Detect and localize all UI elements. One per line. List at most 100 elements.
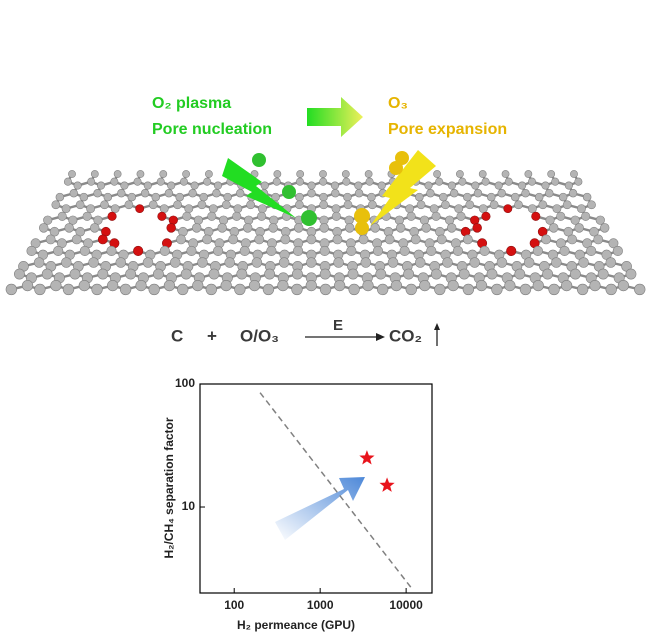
carbon-atom — [177, 283, 189, 296]
carbon-atom — [186, 245, 197, 257]
carbon-atom — [589, 226, 599, 237]
carbon-atom — [370, 223, 380, 233]
carbon-atom — [280, 234, 291, 245]
carbon-atom — [319, 245, 330, 257]
carbon-atom — [82, 211, 92, 221]
carbon-atom — [331, 211, 341, 221]
carbon-atom — [426, 189, 435, 198]
carbon-atom — [447, 279, 459, 292]
carbon-atom — [419, 279, 431, 292]
carbon-atom — [319, 192, 328, 202]
carbon-atom — [521, 189, 530, 198]
carbon-atom — [617, 279, 629, 292]
carbon-atom — [79, 245, 90, 257]
carbon-atom — [595, 215, 605, 225]
carbon-atom — [88, 257, 99, 268]
carbon-atom — [343, 200, 353, 210]
carbon-atom — [212, 189, 221, 198]
carbon-atom — [481, 177, 490, 186]
carbon-atom — [433, 170, 441, 178]
carbon-atom — [489, 200, 499, 210]
carbon-atom — [384, 234, 395, 245]
carbon-atom — [33, 257, 45, 268]
carbon-atom — [319, 268, 331, 280]
carbon-atom — [251, 257, 263, 268]
carbon-atom — [175, 192, 184, 202]
y-axis-label: H₂/CH₄ separation factor — [162, 417, 176, 558]
carbon-atom — [558, 192, 568, 202]
carbon-atom — [538, 200, 548, 210]
carbon-atom — [514, 268, 526, 280]
carbon-atom — [415, 192, 424, 202]
carbon-atom — [182, 170, 190, 178]
carbon-atom — [133, 177, 142, 186]
carbon-atom — [319, 283, 332, 296]
edge-atom — [506, 245, 517, 257]
carbon-atom — [53, 245, 64, 257]
carbon-atom — [518, 181, 527, 190]
carbon-atom — [268, 223, 278, 233]
carbon-atom — [569, 268, 581, 280]
carbon-atom — [375, 268, 387, 280]
reactant: O/O₃ — [240, 326, 279, 345]
carbon-atom — [368, 200, 377, 210]
carbon-atom — [21, 279, 34, 292]
carbon-atom — [294, 200, 304, 210]
carbon-atom — [342, 177, 351, 186]
carbon-atom — [307, 189, 316, 198]
carbon-atom — [501, 170, 510, 178]
carbon-atom — [414, 257, 426, 268]
trend-arrow — [275, 477, 365, 540]
carbon-atom — [26, 245, 37, 257]
carbon-atom — [577, 204, 586, 214]
carbon-atom — [163, 279, 176, 292]
x-tick-label: 100 — [224, 598, 244, 612]
edge-atom — [135, 204, 145, 214]
carbon-atom — [570, 170, 578, 178]
carbon-atom — [394, 215, 404, 225]
carbon-atom — [519, 283, 532, 296]
carbon-atom — [192, 279, 204, 292]
carbon-atom — [458, 268, 470, 280]
carbon-atom — [348, 283, 360, 296]
carbon-atom — [61, 204, 71, 214]
carbon-atom — [193, 215, 204, 225]
carbon-atom — [510, 192, 520, 202]
carbon-atom — [75, 200, 85, 210]
carbon-atom — [14, 268, 25, 280]
carbon-atom — [236, 189, 245, 198]
carbon-atom — [532, 279, 544, 292]
carbon-atom — [593, 234, 604, 245]
carbon-atom — [127, 192, 137, 202]
carbon-atom — [254, 234, 265, 245]
carbon-atom — [125, 268, 137, 280]
carbon-atom — [330, 181, 340, 190]
carbon-atom — [390, 279, 403, 292]
carbon-atom — [421, 223, 431, 233]
carbon-atom — [119, 283, 132, 296]
carbon-atom — [295, 192, 304, 202]
carbon-atom — [435, 177, 444, 186]
carbon-atom — [497, 189, 506, 198]
carbon-atom — [372, 245, 384, 257]
carbon-atom — [78, 279, 90, 292]
carbon-atom — [462, 234, 473, 245]
carbon-atom — [239, 245, 250, 257]
carbon-atom — [93, 189, 102, 198]
carbon-atom — [71, 234, 82, 245]
carbon-atom — [69, 268, 81, 280]
carbon-atom — [188, 189, 197, 198]
carbon-atom — [552, 204, 562, 214]
carbon-atom — [542, 268, 554, 280]
carbon-atom — [224, 257, 235, 268]
reaction-arrowhead — [376, 333, 385, 341]
carbon-atom — [182, 211, 192, 221]
carbon-atom — [442, 257, 453, 268]
carbon-atom — [478, 204, 488, 214]
carbon-atom — [463, 192, 472, 202]
point — [379, 477, 395, 492]
carbon-atom — [523, 257, 535, 268]
carbon-atom — [405, 283, 417, 296]
carbon-atom — [319, 177, 328, 186]
carbon-atom — [218, 215, 229, 225]
